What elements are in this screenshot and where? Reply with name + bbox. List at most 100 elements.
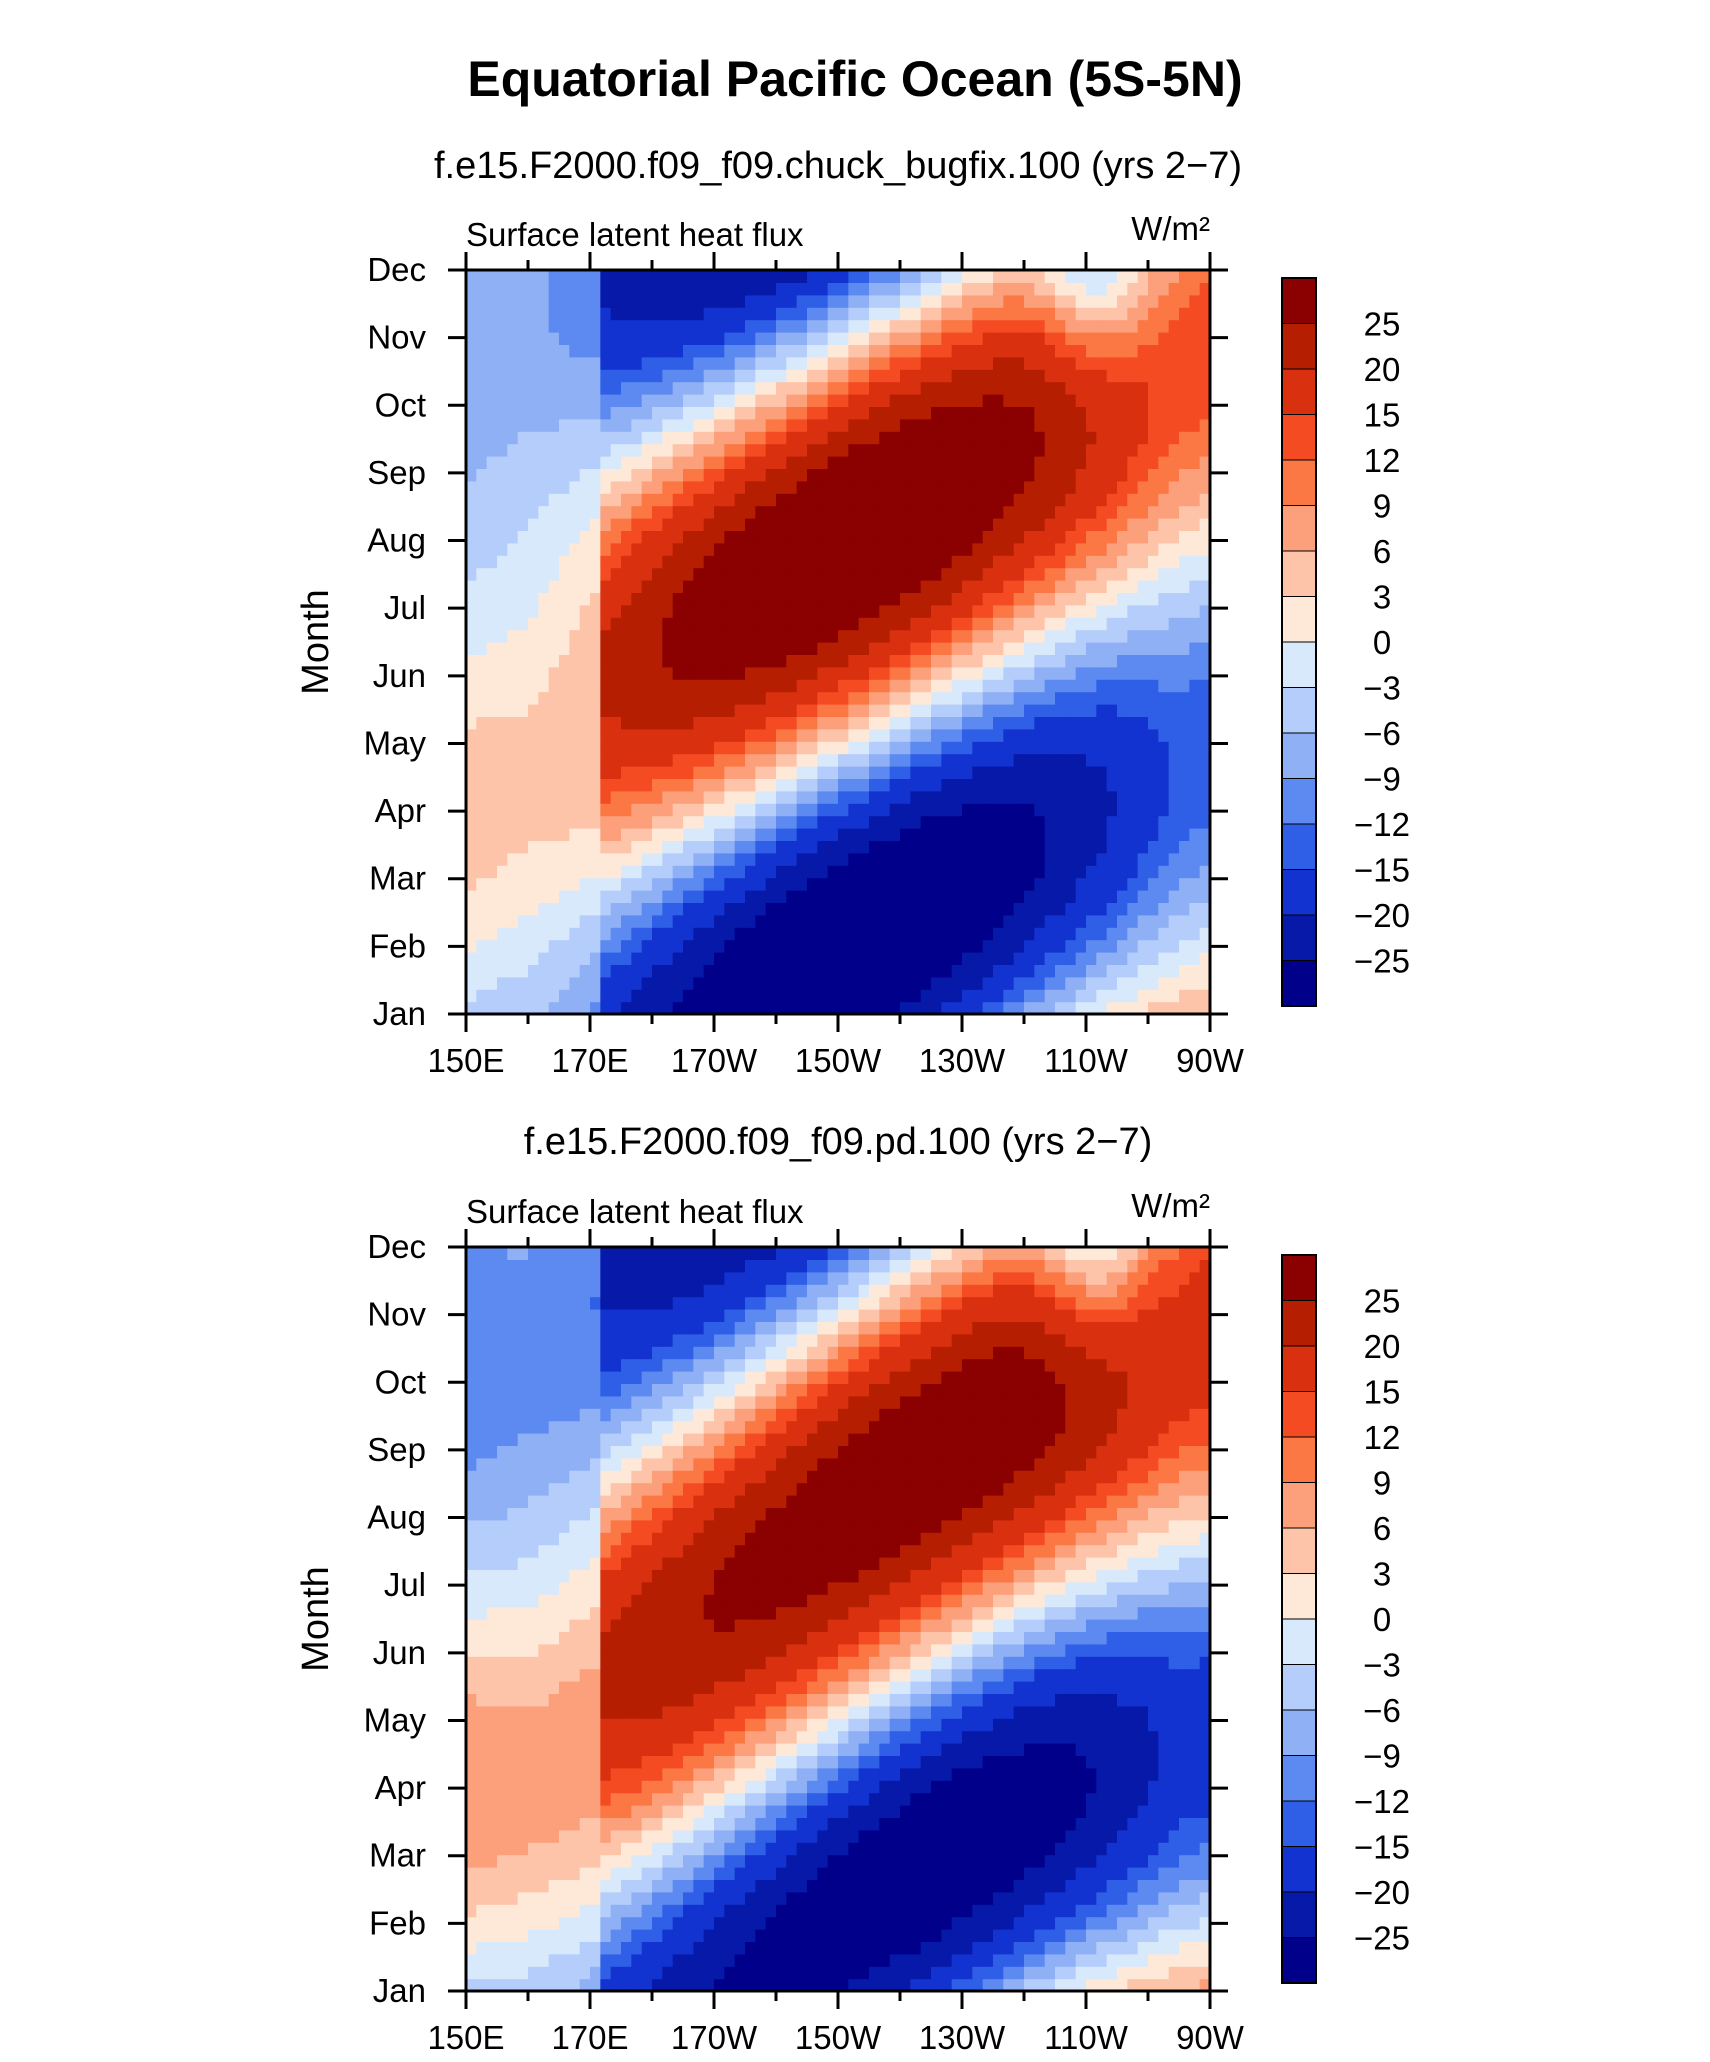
field-cell <box>817 1891 829 1905</box>
field-cell <box>631 1929 643 1942</box>
field-cell <box>703 1953 715 1967</box>
field-cell <box>538 1001 550 1015</box>
field-cell <box>982 480 994 494</box>
field-cell <box>941 964 953 978</box>
field-cell <box>920 394 932 407</box>
field-cell <box>900 1929 911 1942</box>
field-cell <box>982 307 994 321</box>
field-cell <box>889 468 901 482</box>
field-cell <box>786 964 798 978</box>
field-cell <box>869 394 880 407</box>
field-cell <box>466 753 477 767</box>
field-cell <box>466 567 477 581</box>
field-cell <box>1158 976 1170 990</box>
field-cell <box>1034 890 1046 903</box>
field-cell <box>641 704 653 717</box>
field-cell <box>786 654 798 668</box>
field-cell <box>745 617 756 631</box>
field-cell <box>827 307 839 321</box>
field-cell <box>807 617 818 631</box>
field-cell <box>1013 530 1025 544</box>
field-cell <box>848 542 860 556</box>
field-cell <box>641 803 653 817</box>
field-cell <box>755 1916 767 1930</box>
field-cell <box>1127 418 1139 432</box>
field-cell <box>1137 815 1149 829</box>
field-cell <box>786 865 798 879</box>
field-cell <box>951 1978 963 1992</box>
field-cell <box>548 877 560 891</box>
field-cell <box>900 629 911 643</box>
field-cell <box>765 468 777 482</box>
field-cell <box>889 567 901 581</box>
field-cell <box>714 964 725 978</box>
field-cell <box>1127 728 1139 742</box>
field-cell <box>538 406 550 420</box>
field-cell <box>1106 642 1118 655</box>
field-cell <box>910 344 922 358</box>
field-cell <box>1199 691 1211 705</box>
field-cell <box>745 1904 756 1918</box>
field-cell <box>569 394 581 407</box>
field-cell <box>1096 294 1108 308</box>
field-cell <box>745 431 756 445</box>
field-cell <box>569 319 581 333</box>
field-cell <box>590 704 601 717</box>
field-cell <box>662 369 674 383</box>
field-cell <box>569 939 581 953</box>
field-cell <box>1065 456 1077 469</box>
field-cell <box>652 530 663 544</box>
field-cell <box>869 728 880 742</box>
field-cell <box>745 741 756 755</box>
field-cell <box>559 567 570 581</box>
field-cell <box>486 790 498 804</box>
field-cell <box>486 1953 498 1967</box>
field-cell <box>1189 1904 1201 1918</box>
field-cell <box>1044 604 1056 618</box>
field-cell <box>982 654 994 668</box>
field-cell <box>1075 1953 1087 1967</box>
field-cell <box>931 952 942 965</box>
field-cell <box>610 865 622 879</box>
field-cell <box>486 704 498 717</box>
field-cell <box>1055 716 1066 730</box>
field-cell <box>1168 939 1180 953</box>
field-cell <box>817 381 829 395</box>
field-cell <box>1003 629 1015 643</box>
field-cell <box>838 902 849 916</box>
field-cell <box>1148 654 1159 668</box>
field-cell <box>858 964 870 978</box>
field-cell <box>1179 976 1190 990</box>
field-cell <box>734 431 746 445</box>
field-cell <box>621 542 632 556</box>
field-cell <box>776 468 787 482</box>
field-cell <box>982 567 994 581</box>
field-cell <box>765 753 777 767</box>
field-cell <box>1086 629 1097 643</box>
field-cell <box>1168 282 1180 296</box>
field-cell <box>1179 1916 1190 1930</box>
field-cell <box>817 406 829 420</box>
field-cell <box>982 406 994 420</box>
field-cell <box>900 741 911 755</box>
field-cell <box>962 1978 973 1992</box>
field-cell <box>1013 418 1025 432</box>
field-cell <box>827 294 839 308</box>
field-cell <box>796 654 808 668</box>
field-cell <box>621 282 632 296</box>
field-cell <box>1055 679 1066 693</box>
field-cell <box>796 629 808 643</box>
field-cell <box>827 592 839 606</box>
field-cell <box>1117 319 1128 333</box>
field-cell <box>569 617 581 631</box>
field-cell <box>1117 480 1128 494</box>
field-cell <box>755 307 767 321</box>
field-cell <box>559 704 570 717</box>
colorbar-box <box>1281 368 1317 416</box>
field-cell <box>1075 518 1087 531</box>
field-cell <box>507 852 519 866</box>
field-cell <box>931 394 942 407</box>
field-cell <box>817 431 829 445</box>
field-cell <box>1065 666 1077 680</box>
field-cell <box>745 604 756 618</box>
